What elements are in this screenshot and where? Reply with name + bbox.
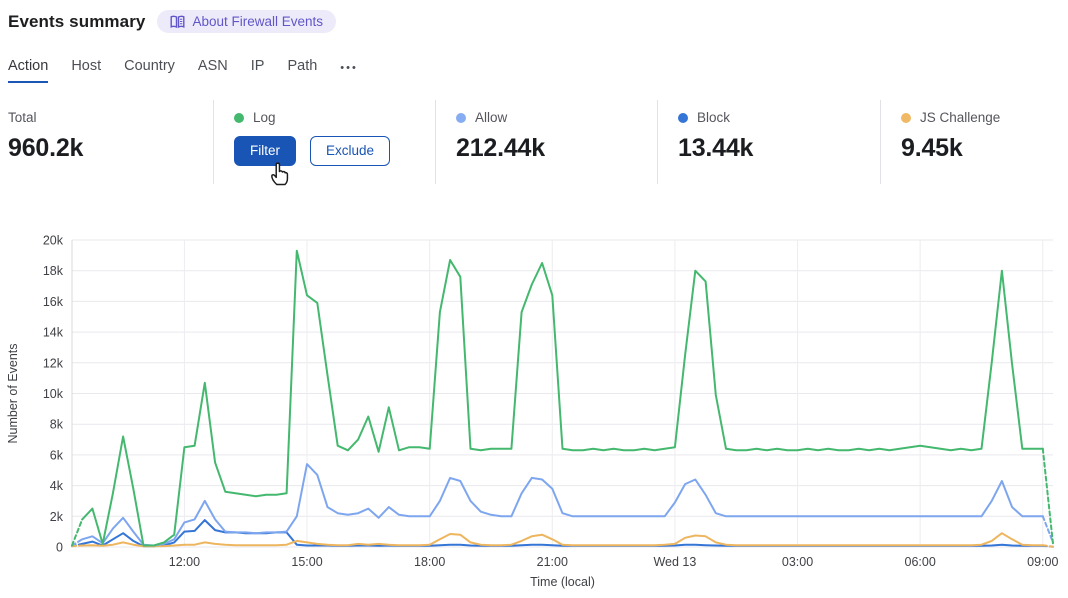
x-axis-title: Time (local): [530, 575, 595, 589]
dimension-tabs: Action Host Country ASN IP Path •••: [8, 58, 358, 83]
tab-country[interactable]: Country: [124, 58, 175, 74]
tab-action[interactable]: Action: [8, 58, 49, 83]
block-value: 13.44k: [678, 134, 754, 162]
x-tick-label: 18:00: [414, 555, 445, 569]
total-value: 960.2k: [8, 134, 84, 162]
x-tick-label: 03:00: [782, 555, 813, 569]
series-allow-line: [81, 463, 1044, 547]
y-tick-label: 10k: [43, 387, 64, 401]
block-series-dot: [678, 112, 688, 123]
allow-series-dot: [456, 112, 466, 123]
series-allow-partial: [1041, 515, 1054, 544]
y-tick-label: 6k: [50, 448, 64, 462]
about-badge-label: About Firewall Events: [192, 14, 324, 29]
y-tick-label: 2k: [50, 510, 64, 524]
series-js-challenge-partial: [1041, 544, 1054, 548]
y-tick-label: 16k: [43, 295, 64, 309]
tab-path[interactable]: Path: [287, 58, 318, 74]
js-challenge-series-dot: [901, 112, 911, 123]
y-tick-label: 18k: [43, 264, 64, 278]
events-chart-svg: 0 2k 4k 6k 8k 10k 12k 14k 16k 18k 20k 12:00 15:00 18:…: [6, 234, 1058, 590]
allow-label: Allow: [475, 110, 508, 125]
y-tick-label: 12k: [43, 356, 64, 370]
filter-button[interactable]: Filter: [234, 136, 296, 166]
page-title: Events summary: [8, 11, 146, 31]
y-tick-label: 8k: [50, 418, 64, 432]
x-tick-label: 21:00: [537, 555, 568, 569]
x-tick-label: Wed 13: [653, 555, 696, 569]
y-tick-label: 0: [56, 541, 63, 555]
js-challenge-value: 9.45k: [901, 134, 963, 162]
summary-cards: Total 960.2k Log Filter Exclude Allow 21…: [0, 100, 1068, 184]
total-label: Total: [8, 110, 37, 125]
log-series-dot: [234, 112, 244, 123]
js-challenge-label: JS Challenge: [920, 110, 1001, 125]
x-tick-label: 09:00: [1027, 555, 1058, 569]
y-tick-label: 14k: [43, 326, 64, 340]
card-log: Log Filter Exclude: [213, 100, 435, 184]
series-log-partial: [1041, 447, 1054, 545]
block-label: Block: [697, 110, 731, 125]
series-js-challenge-line: [81, 532, 1044, 548]
tab-ip[interactable]: IP: [250, 58, 265, 74]
y-tick-label: 4k: [50, 479, 64, 493]
tab-host[interactable]: Host: [71, 58, 102, 74]
card-allow: Allow 212.44k: [435, 100, 657, 184]
card-total: Total 960.2k: [0, 100, 213, 184]
x-tick-label: 12:00: [169, 555, 200, 569]
x-tick-label: 15:00: [291, 555, 322, 569]
about-firewall-events-badge[interactable]: About Firewall Events: [157, 10, 337, 33]
header: Events summary About Firewall Events: [8, 10, 337, 33]
series-log-line: [81, 249, 1044, 547]
y-tick-label: 20k: [43, 234, 64, 248]
log-label: Log: [253, 110, 276, 125]
card-block: Block 13.44k: [657, 100, 880, 184]
allow-value: 212.44k: [456, 134, 545, 162]
series-block-line: [81, 519, 1044, 548]
book-icon: [170, 15, 185, 29]
exclude-button[interactable]: Exclude: [310, 136, 391, 166]
series-js-challenge-partial: [71, 544, 84, 548]
series-allow-partial: [71, 538, 84, 547]
series-log-partial: [71, 518, 84, 547]
events-time-series-chart[interactable]: 0 2k 4k 6k 8k 10k 12k 14k 16k 18k 20k 12:00 15:00 18:…: [0, 225, 1068, 598]
more-tabs-icon[interactable]: •••: [340, 62, 358, 74]
card-js-challenge: JS Challenge 9.45k: [880, 100, 1068, 184]
x-tick-label: 06:00: [905, 555, 936, 569]
tab-asn[interactable]: ASN: [197, 58, 228, 74]
y-axis-title: Number of Events: [6, 343, 20, 443]
